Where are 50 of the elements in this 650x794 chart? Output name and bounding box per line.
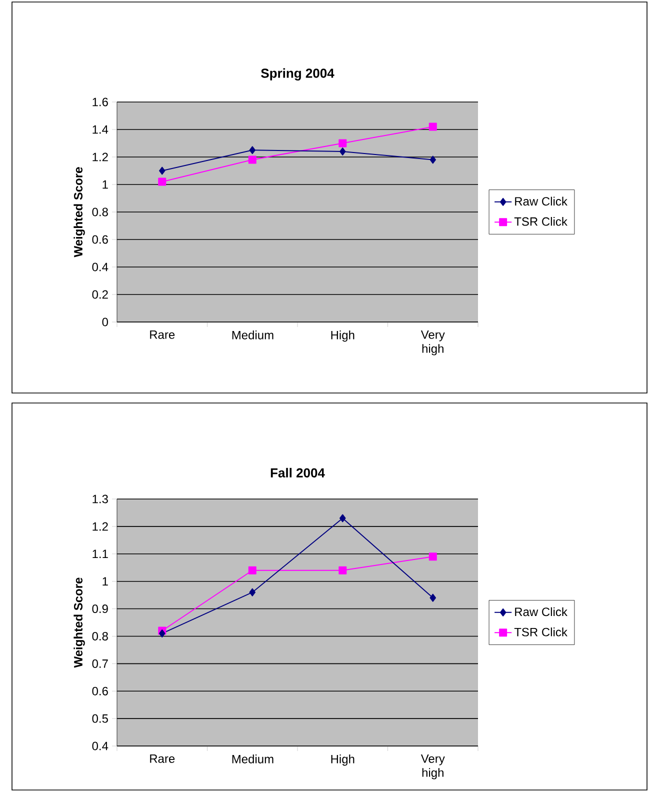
y-tick-label: 0.2 (92, 290, 108, 299)
y-tick-label: 0 (102, 318, 108, 326)
y-tick-label: 1.4 (92, 125, 108, 134)
legend-label: Raw Click (515, 607, 568, 616)
y-tick-label: 1.1 (92, 550, 108, 558)
y-tick-label: 0.5 (92, 714, 108, 723)
legend-label: TSR Click (514, 217, 568, 226)
y-tick-label: 0.9 (92, 604, 108, 614)
point (430, 594, 436, 602)
y-tick-label: 0.6 (92, 235, 108, 244)
point (428, 552, 437, 561)
chart-title: Fall 2004 (270, 468, 325, 478)
y-tick-label: 0.4 (92, 742, 108, 750)
y-tick-label: 1.2 (92, 522, 108, 531)
x-tick-label: Rare (150, 330, 175, 339)
x-tick-label: Very high (420, 330, 445, 356)
point (249, 588, 256, 596)
point (248, 156, 256, 164)
point (249, 146, 256, 154)
y-tick-label: 1.3 (92, 494, 108, 504)
legend-label: TSR Click (514, 628, 568, 636)
point (340, 147, 346, 156)
point (340, 514, 346, 522)
x-tick-label: Very high (420, 754, 445, 780)
legend-label: Raw Click (515, 196, 568, 206)
chart-title: Spring 2004 (261, 68, 334, 80)
y-tick-label: 1.2 (92, 152, 108, 162)
y-axis-title: Weighted Score (74, 578, 85, 668)
y-tick-label: 1 (102, 577, 108, 586)
point (248, 566, 256, 574)
point (158, 178, 166, 186)
y-tick-label: 0.4 (92, 262, 108, 272)
x-tick-label: Medium (232, 754, 274, 764)
x-tick-label: High (331, 330, 354, 342)
y-tick-label: 0.7 (92, 659, 108, 668)
y-tick-label: 0.8 (92, 208, 108, 216)
x-tick-label: High (331, 754, 354, 766)
point (159, 166, 166, 175)
y-tick-label: 1 (102, 180, 108, 189)
point (159, 629, 166, 638)
y-tick-label: 1.6 (92, 98, 108, 106)
x-tick-label: Medium (232, 330, 274, 340)
y-tick-label: 0.6 (92, 686, 108, 696)
point (428, 122, 437, 131)
y-tick-label: 0.8 (92, 632, 108, 640)
point (430, 156, 436, 164)
y-axis-title: Weighted Score (74, 167, 85, 258)
point (338, 566, 347, 574)
point (338, 139, 347, 148)
x-tick-label: Rare (150, 754, 175, 763)
